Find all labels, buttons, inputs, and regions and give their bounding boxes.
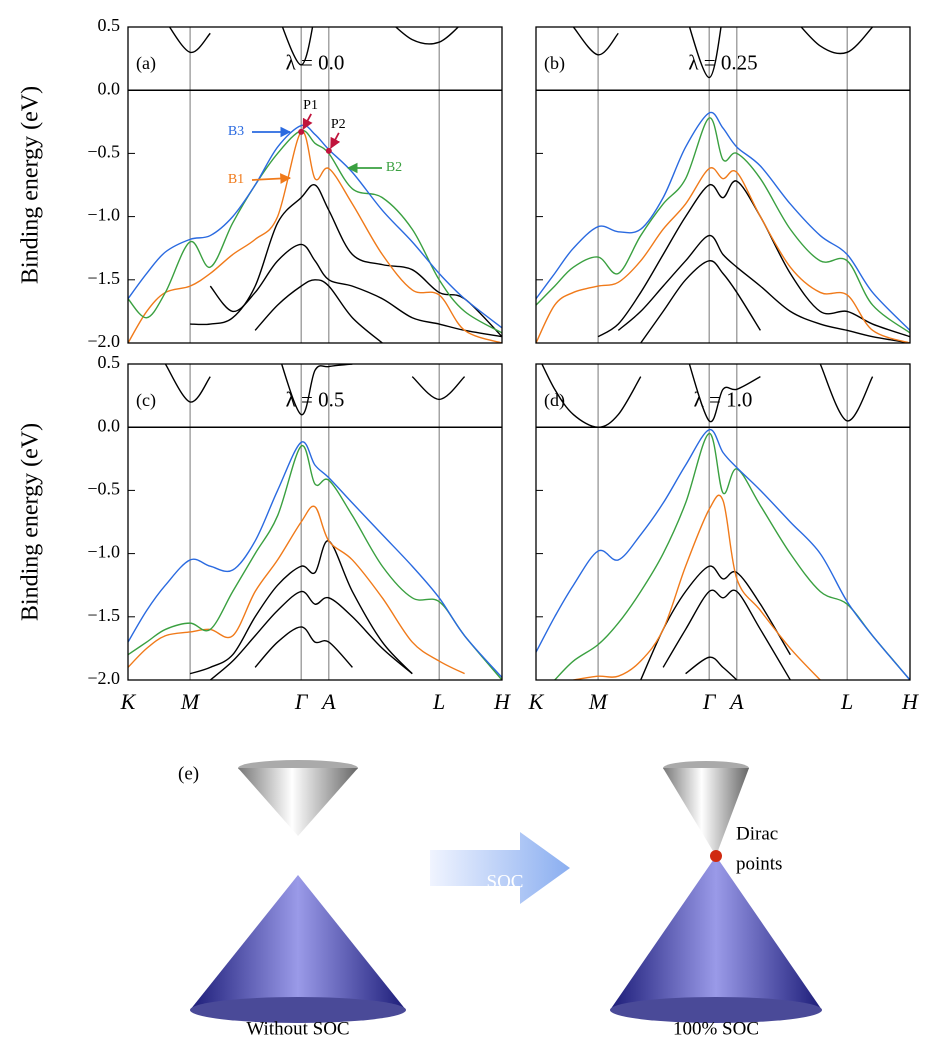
cone bbox=[190, 875, 406, 1010]
band bbox=[190, 183, 502, 338]
arrow bbox=[430, 832, 570, 904]
y-axis-label: Binding energy (eV) bbox=[18, 423, 44, 621]
y-tick-label: −2.0 bbox=[87, 331, 120, 351]
x-tick-label: K bbox=[528, 689, 545, 714]
y-tick-label: −0.5 bbox=[87, 142, 120, 162]
diagram: (e) SOC Dirac points Without SOC 100% SO… bbox=[178, 760, 822, 1039]
band-point bbox=[298, 128, 305, 135]
frame bbox=[127, 26, 503, 344]
bands bbox=[128, 364, 502, 680]
y-tick-label: −0.5 bbox=[87, 479, 120, 499]
cone-base bbox=[610, 997, 822, 1023]
x-tick-label: K bbox=[120, 689, 137, 714]
band bbox=[554, 432, 910, 680]
caption: 100% SOC bbox=[673, 1018, 759, 1039]
frame bbox=[535, 363, 911, 681]
band bbox=[536, 167, 910, 343]
panel: K M Γ A L H −2.0 −1.5 −1.0 −0.5 0.0 0.5 (c) λ = 0.5 Bi… bbox=[18, 352, 512, 714]
series-label: B3 bbox=[228, 124, 244, 139]
band bbox=[536, 117, 910, 334]
band bbox=[572, 27, 874, 79]
y-tick-label: 0.5 bbox=[98, 352, 121, 372]
x-tick-label: L bbox=[432, 689, 445, 714]
series-pointer bbox=[251, 173, 292, 184]
band bbox=[128, 505, 465, 675]
x-tick-label: A bbox=[728, 689, 744, 714]
band bbox=[254, 279, 383, 343]
panel-label: (a) bbox=[136, 53, 156, 74]
panel-annotation: λ = 1.0 bbox=[694, 388, 753, 412]
x-tick-label: Γ bbox=[294, 689, 309, 714]
arrow-label: SOC bbox=[487, 871, 524, 892]
cone bbox=[663, 768, 749, 856]
point-label: P1 bbox=[303, 98, 318, 113]
y-tick-label: −1.0 bbox=[87, 205, 120, 225]
bands bbox=[536, 364, 910, 680]
band bbox=[209, 243, 502, 338]
band-point bbox=[325, 147, 332, 154]
band bbox=[640, 260, 761, 343]
y-tick-label: −1.5 bbox=[87, 605, 120, 625]
cone bbox=[238, 768, 358, 836]
series-label: B1 bbox=[228, 172, 244, 187]
y-tick-label: −1.5 bbox=[87, 268, 120, 288]
frame bbox=[535, 26, 911, 344]
band bbox=[536, 429, 910, 680]
band bbox=[536, 111, 910, 331]
pointer bbox=[302, 113, 313, 130]
band bbox=[168, 27, 460, 66]
band bbox=[254, 626, 353, 668]
band bbox=[128, 131, 502, 343]
caption: Without SOC bbox=[246, 1018, 349, 1039]
band bbox=[189, 540, 413, 675]
dirac-point bbox=[710, 850, 722, 862]
band bbox=[573, 494, 821, 680]
band bbox=[128, 441, 502, 678]
panel: (b) λ = 0.25 bbox=[535, 26, 911, 344]
frame bbox=[127, 363, 503, 681]
pointer bbox=[330, 132, 341, 149]
band bbox=[541, 364, 874, 428]
bands bbox=[536, 27, 910, 343]
y-axis-label: Binding energy (eV) bbox=[18, 86, 44, 284]
x-tick-label: Γ bbox=[702, 689, 717, 714]
y-tick-label: −1.0 bbox=[87, 542, 120, 562]
y-tick-label: −2.0 bbox=[87, 668, 120, 688]
band bbox=[209, 590, 413, 680]
band bbox=[597, 180, 910, 338]
band bbox=[128, 124, 502, 329]
x-tick-label: A bbox=[320, 689, 336, 714]
panel-label: (d) bbox=[544, 390, 565, 411]
band bbox=[685, 656, 738, 680]
y-tick-label: 0.0 bbox=[98, 78, 121, 98]
y-tick-label: 0.5 bbox=[98, 15, 121, 35]
panel-label: (c) bbox=[136, 390, 156, 411]
panel: K M Γ A L H (d) λ = 1.0 bbox=[528, 363, 919, 714]
point-label: Dirac bbox=[736, 823, 778, 844]
panel: −2.0 −1.5 −1.0 −0.5 0.0 0.5 (a) λ = 0.0 Binding … bbox=[18, 15, 503, 351]
band bbox=[640, 565, 791, 680]
x-tick-label: L bbox=[840, 689, 853, 714]
cone bbox=[610, 856, 822, 1010]
panel-annotation: λ = 0.0 bbox=[286, 51, 345, 75]
x-tick-label: H bbox=[901, 689, 919, 714]
band bbox=[164, 364, 466, 416]
panel-label: (e) bbox=[178, 763, 199, 784]
band bbox=[617, 234, 910, 343]
x-tick-label: H bbox=[493, 689, 511, 714]
series-label: B2 bbox=[386, 160, 402, 175]
panel-annotation: λ = 0.5 bbox=[286, 388, 345, 412]
cone-base bbox=[190, 997, 406, 1023]
band bbox=[662, 589, 791, 680]
point-label: P2 bbox=[331, 117, 346, 132]
y-tick-label: 0.0 bbox=[98, 415, 121, 435]
band bbox=[128, 445, 502, 680]
panel-annotation: λ = 0.25 bbox=[688, 51, 757, 75]
x-tick-label: M bbox=[180, 689, 201, 714]
x-tick-label: M bbox=[588, 689, 609, 714]
panel-label: (b) bbox=[544, 53, 565, 74]
point-label: points bbox=[736, 853, 782, 874]
